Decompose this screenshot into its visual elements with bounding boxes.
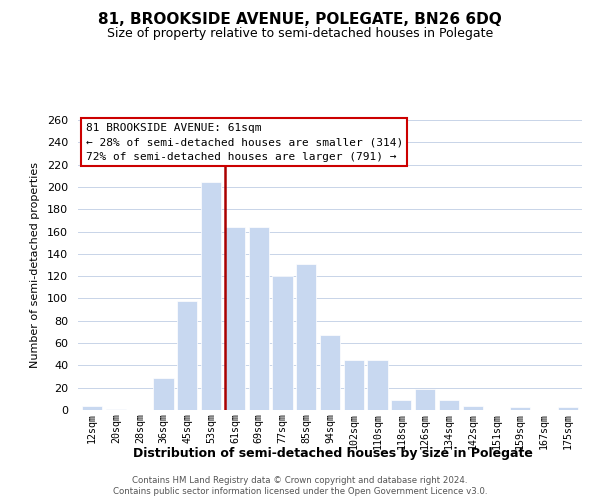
Bar — [82, 406, 103, 410]
Bar — [391, 400, 412, 410]
Text: Contains HM Land Registry data © Crown copyright and database right 2024.: Contains HM Land Registry data © Crown c… — [132, 476, 468, 485]
Bar — [463, 406, 483, 410]
Bar — [344, 360, 364, 410]
Text: Size of property relative to semi-detached houses in Polegate: Size of property relative to semi-detach… — [107, 28, 493, 40]
Bar — [248, 227, 269, 410]
Bar — [177, 300, 197, 410]
Text: Contains public sector information licensed under the Open Government Licence v3: Contains public sector information licen… — [113, 488, 487, 496]
Bar — [201, 182, 221, 410]
Text: 81 BROOKSIDE AVENUE: 61sqm
← 28% of semi-detached houses are smaller (314)
72% o: 81 BROOKSIDE AVENUE: 61sqm ← 28% of semi… — [86, 123, 403, 162]
Text: Distribution of semi-detached houses by size in Polegate: Distribution of semi-detached houses by … — [133, 448, 533, 460]
Bar — [510, 406, 530, 410]
Text: 81, BROOKSIDE AVENUE, POLEGATE, BN26 6DQ: 81, BROOKSIDE AVENUE, POLEGATE, BN26 6DQ — [98, 12, 502, 28]
Bar — [296, 264, 316, 410]
Bar — [415, 389, 435, 410]
Bar — [272, 276, 293, 410]
Bar — [106, 409, 126, 410]
Bar — [225, 227, 245, 410]
Y-axis label: Number of semi-detached properties: Number of semi-detached properties — [30, 162, 40, 368]
Bar — [320, 336, 340, 410]
Bar — [154, 378, 173, 410]
Bar — [557, 406, 578, 410]
Bar — [367, 360, 388, 410]
Bar — [439, 400, 459, 410]
